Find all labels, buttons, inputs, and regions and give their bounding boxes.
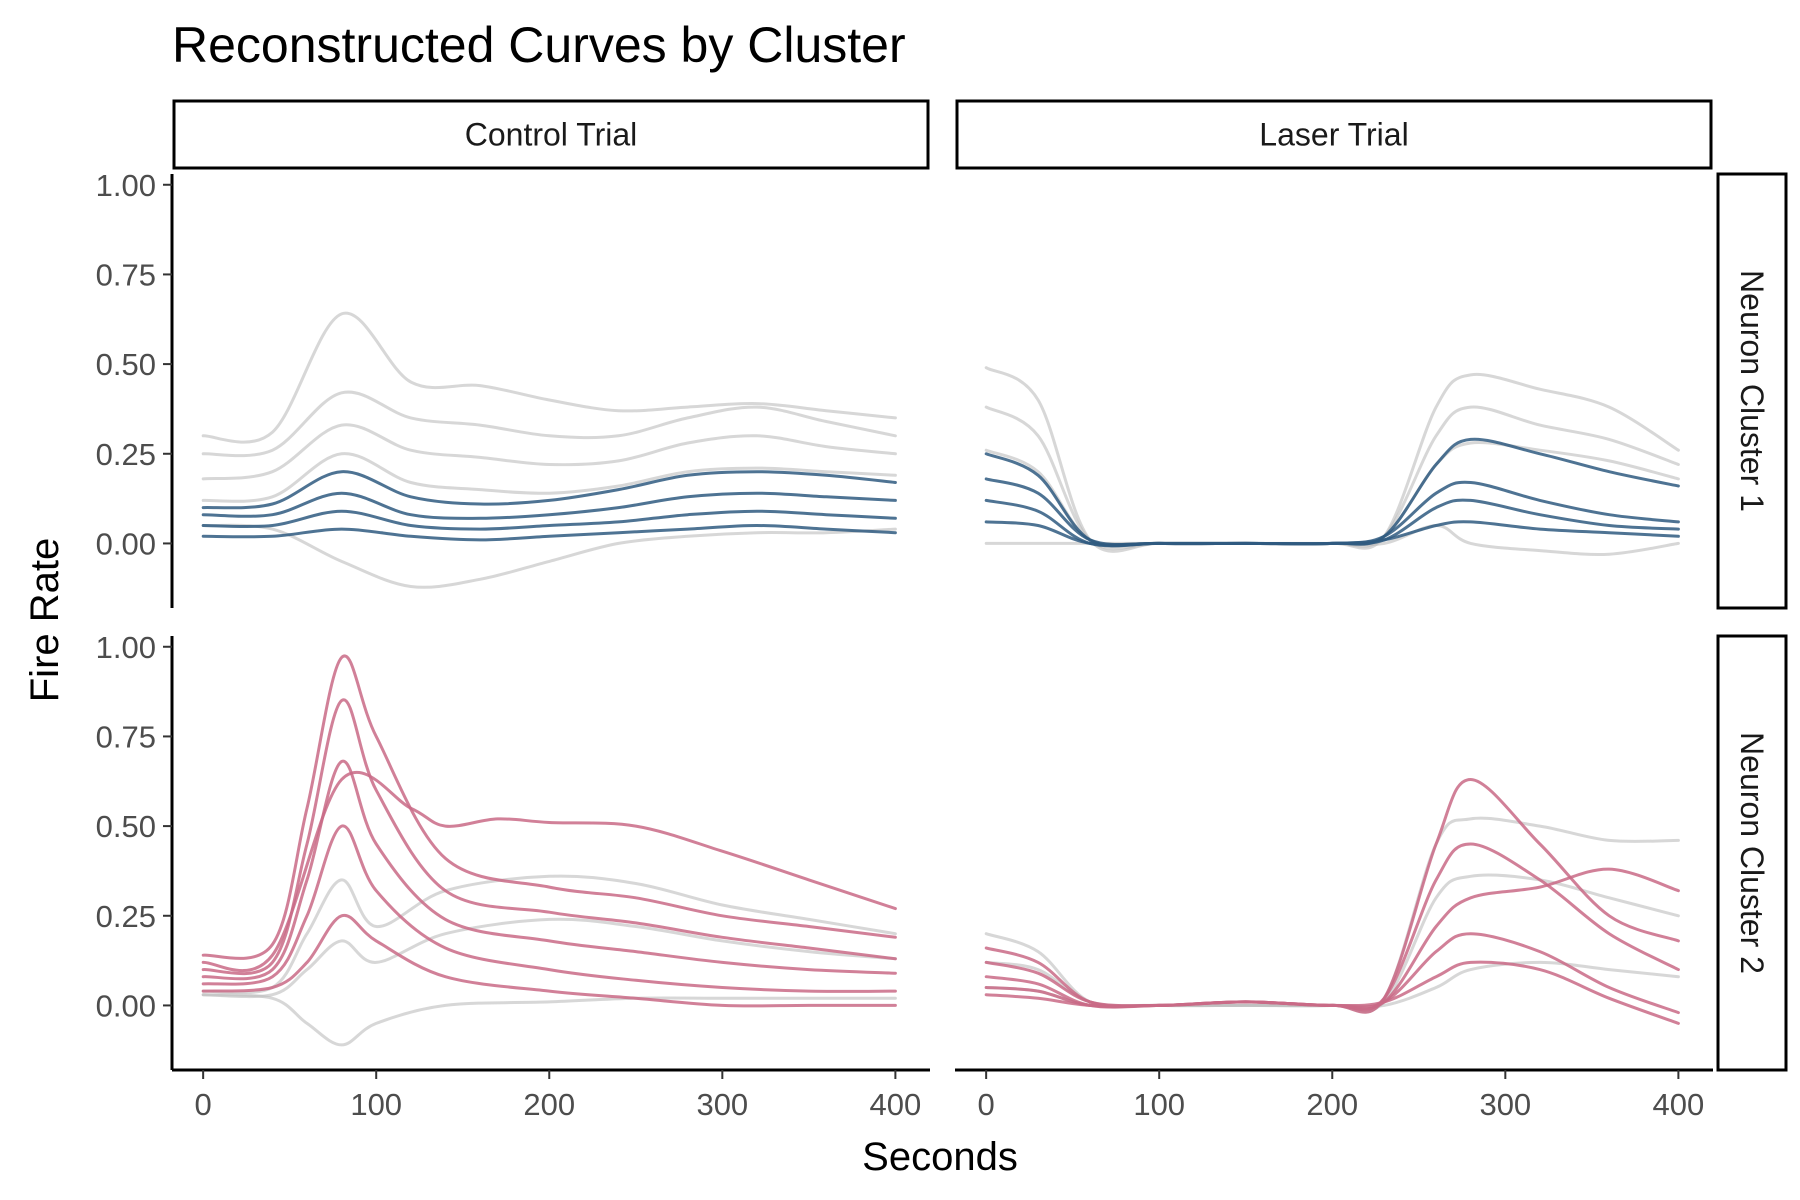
y-tick-label: 0.75 (96, 719, 156, 754)
panels-layer: Control Trial Laser Trial Neuron Cluster 1… (96, 99, 1788, 1122)
background-curve (201, 452, 897, 503)
x-tick-label: 100 (350, 1087, 402, 1122)
x-axis-title: Seconds (862, 1135, 1018, 1179)
cluster-curve (201, 470, 897, 510)
cluster-curve (201, 524, 897, 542)
row-strip-label: Neuron Cluster 1 (1734, 270, 1770, 512)
row-strip-label: Neuron Cluster 2 (1734, 732, 1770, 974)
x-tick-label: 200 (1306, 1087, 1358, 1122)
cluster-curve (201, 770, 897, 973)
chart-title: Reconstructed Curves by Cluster (172, 17, 906, 73)
y-tick-label: 0.75 (96, 257, 156, 292)
background-curve (984, 366, 1680, 553)
cluster-curve (201, 698, 897, 976)
background-curve (201, 874, 897, 995)
column-strip-label: Laser Trial (1259, 117, 1408, 153)
panel-curves (201, 654, 897, 1047)
x-tick-label: 200 (523, 1087, 575, 1122)
cluster-curve (201, 654, 897, 960)
background-curve (201, 917, 897, 999)
cluster-curve (984, 477, 1680, 547)
y-tick-label: 0.25 (96, 437, 156, 472)
panel-curves (984, 778, 1680, 1025)
row-strip-box (1716, 172, 1788, 610)
y-tick-label: 0.00 (96, 526, 156, 561)
y-tick-label: 1.00 (96, 630, 156, 665)
background-curve (201, 390, 897, 458)
row-strip-box (1716, 634, 1788, 1072)
y-tick-label: 0.50 (96, 347, 156, 382)
cluster-curve (984, 778, 1680, 1014)
cluster-curve (201, 759, 897, 981)
y-tick-label: 0.50 (96, 809, 156, 844)
cluster-curve (984, 867, 1680, 1011)
cluster-curve (984, 960, 1680, 1025)
x-tick-label: 0 (978, 1087, 995, 1122)
background-curve (984, 873, 1680, 1013)
x-tick-label: 300 (696, 1087, 748, 1122)
x-tick-label: 0 (195, 1087, 212, 1122)
y-axis-title: Fire Rate (23, 538, 67, 703)
background-curve (201, 423, 897, 481)
cluster-curve (201, 913, 897, 1008)
x-tick-label: 300 (1479, 1087, 1531, 1122)
background-curve (201, 523, 897, 589)
background-curve (984, 405, 1680, 551)
cluster-curve (984, 842, 1680, 1012)
background-curve (201, 993, 897, 1047)
column-strip-label: Control Trial (465, 117, 638, 153)
column-strip-box (955, 99, 1713, 170)
column-strip-box (172, 99, 930, 170)
panel-curves (201, 311, 897, 589)
x-tick-label: 400 (870, 1087, 922, 1122)
cluster-curve (201, 824, 897, 993)
panel-curves (984, 366, 1680, 556)
cluster-curve (984, 520, 1680, 547)
y-tick-label: 0.00 (96, 988, 156, 1023)
x-tick-label: 400 (1653, 1087, 1705, 1122)
y-tick-label: 1.00 (96, 168, 156, 203)
cluster-curve (201, 509, 897, 531)
cluster-curve (201, 491, 897, 520)
y-tick-label: 0.25 (96, 899, 156, 934)
x-tick-label: 100 (1133, 1087, 1185, 1122)
background-curve (201, 311, 897, 444)
